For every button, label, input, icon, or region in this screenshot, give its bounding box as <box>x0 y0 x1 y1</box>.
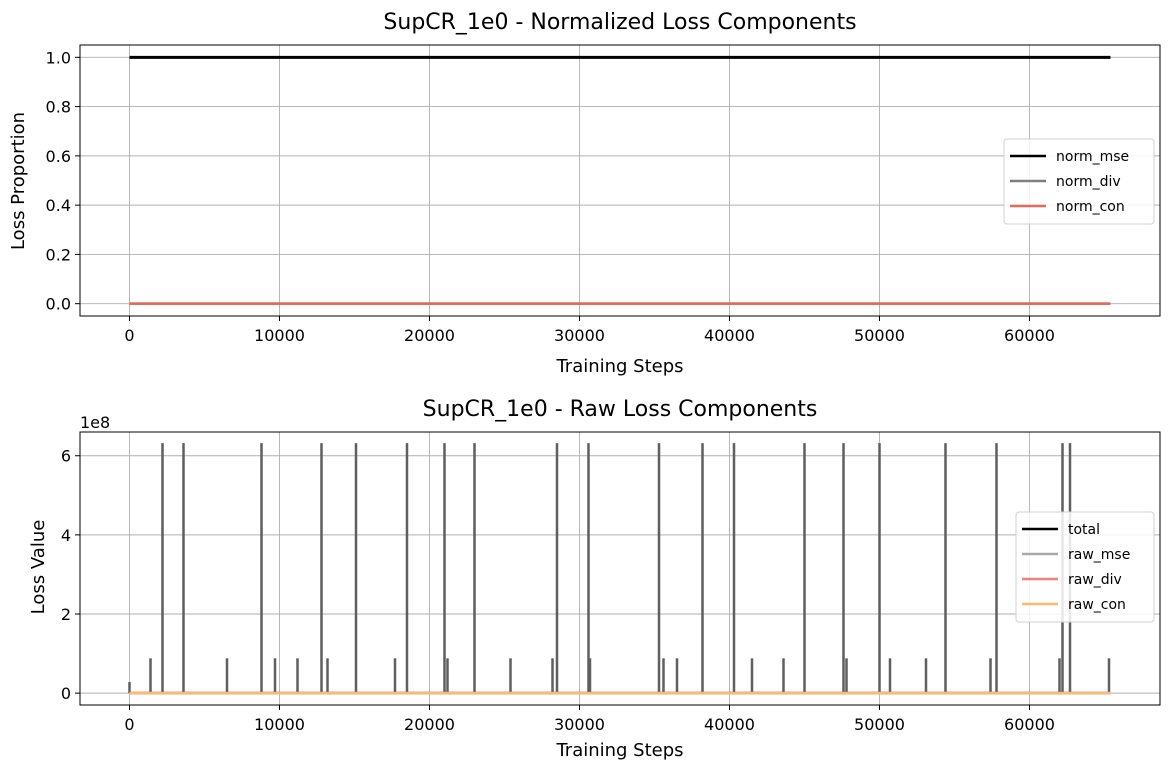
y-tick-label: 0.2 <box>46 245 71 264</box>
ticks: 0 10000 20000 30000 40000 50000 60000 0.0 0.2 0.4… <box>46 48 1055 345</box>
legend-label: norm_mse <box>1056 149 1129 165</box>
x-tick-label: 0 <box>124 715 134 734</box>
plot-area-border <box>79 44 1161 317</box>
legend-box <box>1015 511 1155 623</box>
chart-title: SupCR_1e0 - Raw Loss Components <box>423 397 818 422</box>
legend-label: raw_div <box>1068 572 1122 588</box>
x-tick-label: 40000 <box>704 715 755 734</box>
legend-label: raw_con <box>1068 597 1126 613</box>
y-axis-label: Loss Value <box>28 520 49 615</box>
y-tick-label: 0.8 <box>46 98 71 117</box>
y-tick-label: 2 <box>61 605 71 624</box>
y-tick-label: 0.0 <box>46 295 71 314</box>
x-tick-label: 30000 <box>554 326 605 345</box>
legend-label: raw_mse <box>1068 547 1130 563</box>
plot-lines <box>129 55 1111 305</box>
grid <box>80 432 1160 705</box>
x-tick-label: 10000 <box>254 715 305 734</box>
y-tick-label: 0.4 <box>46 196 71 215</box>
raw-loss-chart: SupCR_1e0 - Raw Loss Components 0 10000 20… <box>28 397 1161 761</box>
x-tick-label: 30000 <box>554 715 605 734</box>
x-axis-label: Training Steps <box>555 740 683 761</box>
normalized-loss-chart: SupCR_1e0 - Normalized Loss Components 0… <box>8 10 1161 377</box>
y-tick-label: 1.0 <box>46 48 71 67</box>
plot-lines <box>128 443 1111 695</box>
plot-area-border <box>79 431 1161 706</box>
ticks: 0 10000 20000 30000 40000 50000 60000 0 2 4 6 <box>61 447 1055 734</box>
legend: norm_mse norm_div norm_con <box>1003 138 1155 225</box>
x-axis-label: Training Steps <box>555 356 683 377</box>
x-tick-label: 0 <box>124 326 134 345</box>
legend: total raw_mse raw_div raw_con <box>1015 511 1155 623</box>
y-tick-label: 6 <box>61 447 71 466</box>
legend-label: total <box>1068 522 1100 538</box>
chart-title: SupCR_1e0 - Normalized Loss Components <box>383 10 856 35</box>
x-tick-label: 20000 <box>404 715 455 734</box>
x-tick-label: 50000 <box>854 715 905 734</box>
x-tick-label: 60000 <box>1004 715 1055 734</box>
x-tick-label: 60000 <box>1004 326 1055 345</box>
legend-label: norm_div <box>1056 174 1121 190</box>
y-tick-label: 0 <box>61 684 71 703</box>
y-tick-label: 4 <box>61 526 71 545</box>
x-tick-label: 20000 <box>404 326 455 345</box>
y-axis-label: Loss Proportion <box>8 112 29 250</box>
y-axis-offset-text: 1e8 <box>80 413 110 432</box>
legend-box <box>1003 138 1155 225</box>
legend-label: norm_con <box>1056 199 1125 215</box>
grid <box>80 45 1160 316</box>
x-tick-label: 10000 <box>254 326 305 345</box>
x-tick-label: 50000 <box>854 326 905 345</box>
y-tick-label: 0.6 <box>46 147 71 166</box>
x-tick-label: 40000 <box>704 326 755 345</box>
